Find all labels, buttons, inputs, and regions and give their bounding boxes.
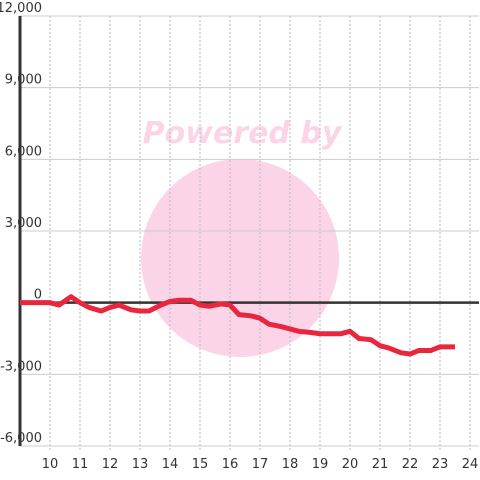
y-tick-label: 3,000 — [5, 216, 42, 231]
y-tick-label: 0 — [34, 288, 42, 303]
y-tick-label: 6,000 — [5, 144, 42, 159]
x-tick-label: 20 — [342, 457, 359, 472]
x-tick-label: 24 — [462, 457, 479, 472]
y-tick-label: 12,000 — [0, 1, 42, 16]
x-tick-label: 13 — [132, 457, 149, 472]
x-tick-label: 16 — [222, 457, 239, 472]
x-tick-label: 17 — [252, 457, 269, 472]
x-tick-label: 15 — [192, 457, 209, 472]
x-tick-label: 10 — [42, 457, 59, 472]
watermark-logo — [141, 159, 339, 357]
y-tick-label: 9,000 — [5, 73, 42, 88]
data-line — [20, 294, 455, 357]
x-tick-label: 21 — [372, 457, 389, 472]
x-tick-label: 18 — [282, 457, 299, 472]
x-tick-label: 23 — [432, 457, 449, 472]
x-tick-label: 14 — [162, 457, 179, 472]
x-tick-label: 12 — [102, 457, 119, 472]
watermark-text: Powered by — [143, 116, 343, 151]
x-tick-label: 19 — [312, 457, 329, 472]
x-tick-label: 22 — [402, 457, 419, 472]
x-tick-label: 11 — [72, 457, 89, 472]
